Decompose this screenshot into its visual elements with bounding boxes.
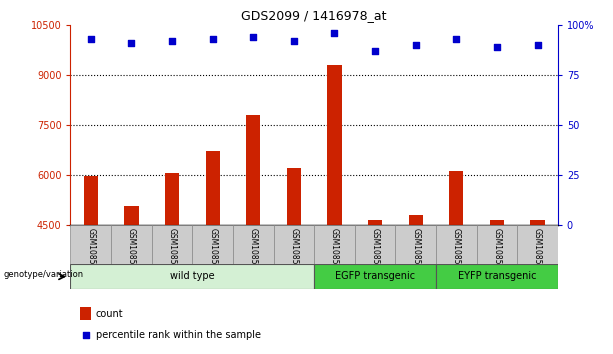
Point xyxy=(208,36,218,42)
Bar xyxy=(287,168,301,225)
Bar xyxy=(84,176,98,225)
Point xyxy=(411,42,421,48)
Text: GSM108536: GSM108536 xyxy=(533,228,542,274)
Point xyxy=(81,333,91,338)
Bar xyxy=(530,220,544,225)
Bar xyxy=(246,115,261,225)
Text: EYFP transgenic: EYFP transgenic xyxy=(458,271,536,281)
Bar xyxy=(314,264,436,289)
Bar xyxy=(233,225,273,264)
Text: GSM108530: GSM108530 xyxy=(411,228,420,274)
Text: GSM108537: GSM108537 xyxy=(208,228,217,274)
Point xyxy=(451,36,461,42)
Bar xyxy=(205,152,219,225)
Text: GSM108538: GSM108538 xyxy=(249,228,257,274)
Bar xyxy=(436,264,558,289)
Point xyxy=(126,40,136,46)
Point xyxy=(492,44,502,50)
Bar xyxy=(395,225,436,264)
Bar xyxy=(111,225,151,264)
Bar xyxy=(70,225,111,264)
Point xyxy=(289,38,299,44)
Text: GSM108539: GSM108539 xyxy=(289,228,299,274)
Text: count: count xyxy=(96,309,123,319)
Bar xyxy=(517,225,558,264)
Point xyxy=(86,36,96,42)
Bar xyxy=(124,206,139,225)
Bar xyxy=(70,264,314,289)
Bar xyxy=(436,225,477,264)
Text: EGFP transgenic: EGFP transgenic xyxy=(335,271,415,281)
Point xyxy=(370,48,380,53)
Text: wild type: wild type xyxy=(170,271,215,281)
Bar xyxy=(152,225,192,264)
Text: genotype/variation: genotype/variation xyxy=(4,270,83,279)
Bar xyxy=(192,225,233,264)
Bar xyxy=(490,220,504,225)
Text: GSM108532: GSM108532 xyxy=(127,228,136,274)
Bar xyxy=(368,220,382,225)
Point xyxy=(533,42,543,48)
Bar xyxy=(477,225,517,264)
Bar xyxy=(409,215,423,225)
Bar xyxy=(165,173,179,225)
Point xyxy=(167,38,177,44)
Text: GSM108535: GSM108535 xyxy=(492,228,501,274)
Bar xyxy=(355,225,395,264)
Point xyxy=(330,30,340,36)
Text: GSM108529: GSM108529 xyxy=(371,228,379,274)
Title: GDS2099 / 1416978_at: GDS2099 / 1416978_at xyxy=(242,9,387,22)
Bar xyxy=(449,171,463,225)
Text: GSM108533: GSM108533 xyxy=(167,228,177,274)
Text: GSM108534: GSM108534 xyxy=(452,228,461,274)
Bar xyxy=(273,225,314,264)
Text: GSM108528: GSM108528 xyxy=(330,228,339,274)
Text: GSM108531: GSM108531 xyxy=(86,228,95,274)
Bar xyxy=(314,225,355,264)
Bar xyxy=(327,65,341,225)
Point xyxy=(248,34,258,40)
Bar xyxy=(80,307,91,320)
Text: percentile rank within the sample: percentile rank within the sample xyxy=(96,330,261,341)
